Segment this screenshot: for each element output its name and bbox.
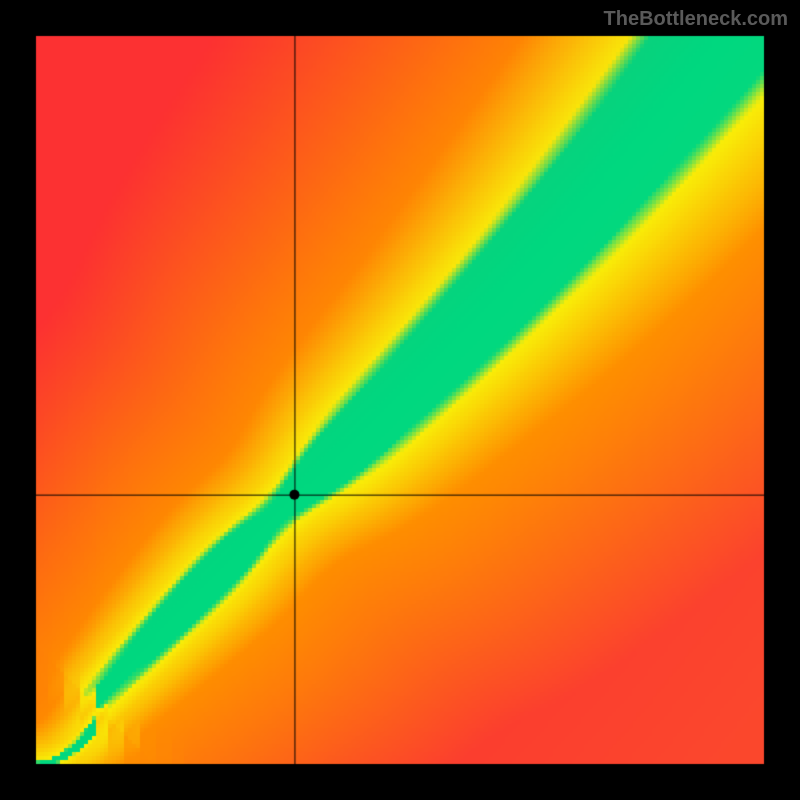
watermark-text: TheBottleneck.com bbox=[604, 8, 788, 31]
chart-container: TheBottleneck.com bbox=[0, 0, 800, 800]
heatmap-canvas bbox=[0, 0, 800, 800]
